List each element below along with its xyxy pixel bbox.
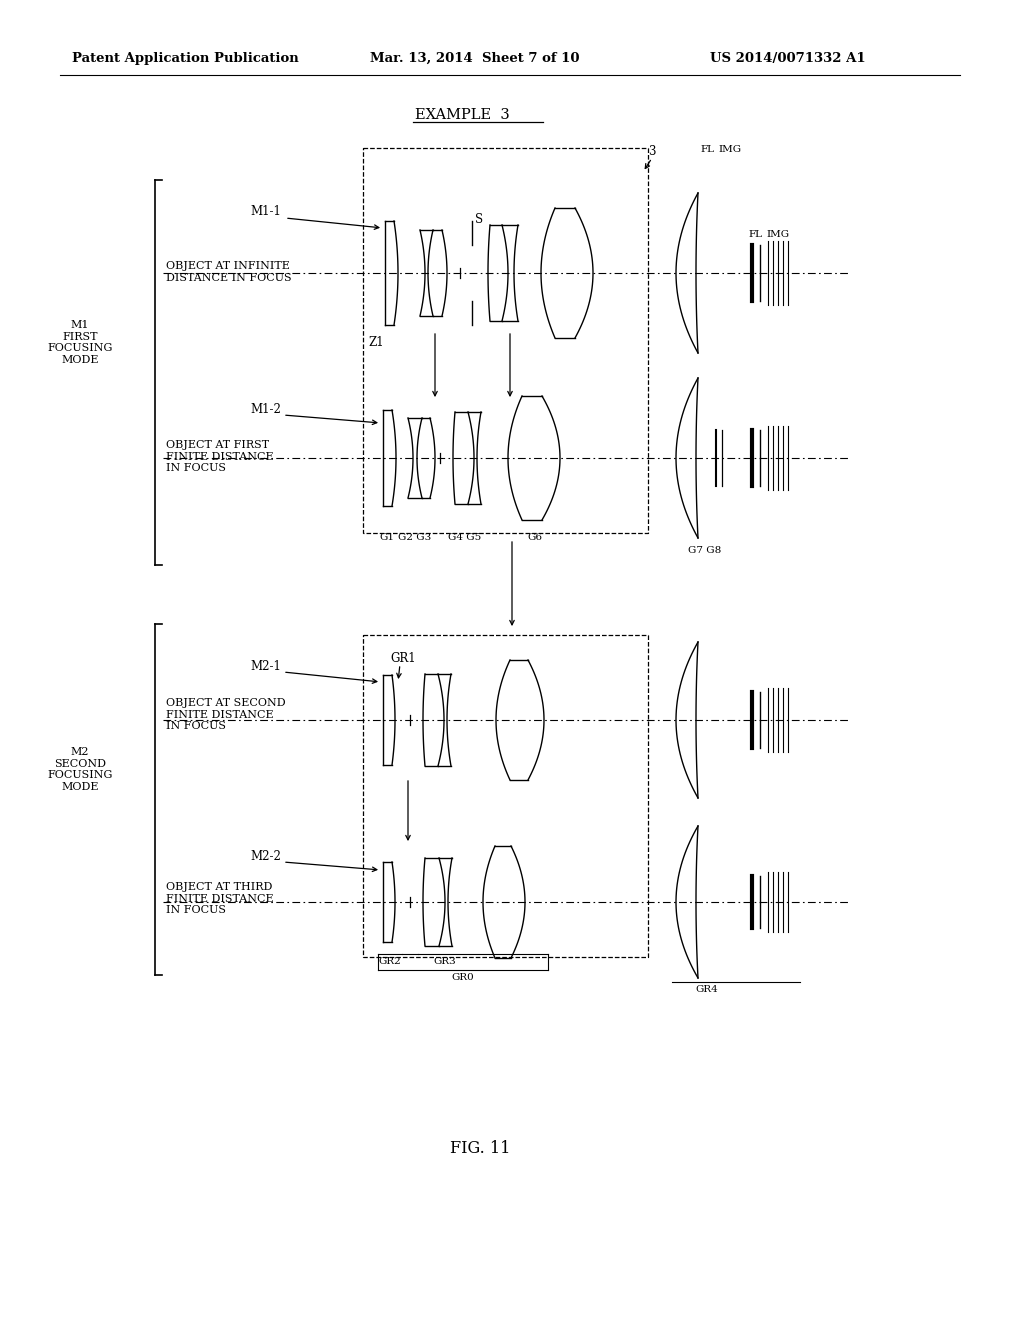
Text: GR4: GR4 (695, 985, 718, 994)
Text: M1-2: M1-2 (250, 403, 281, 416)
Text: GR0: GR0 (451, 973, 474, 982)
Text: M1
FIRST
FOCUSING
MODE: M1 FIRST FOCUSING MODE (47, 321, 113, 364)
Text: Patent Application Publication: Patent Application Publication (72, 51, 299, 65)
Text: IMG: IMG (718, 145, 741, 154)
Text: FL: FL (748, 230, 762, 239)
Text: GR2: GR2 (378, 957, 400, 966)
Text: US 2014/0071332 A1: US 2014/0071332 A1 (710, 51, 865, 65)
Text: M2-2: M2-2 (250, 850, 281, 863)
Text: OBJECT AT INFINITE
DISTANCE IN FOCUS: OBJECT AT INFINITE DISTANCE IN FOCUS (166, 261, 292, 282)
Text: FL: FL (700, 145, 714, 154)
Text: Mar. 13, 2014  Sheet 7 of 10: Mar. 13, 2014 Sheet 7 of 10 (370, 51, 580, 65)
Text: M2-1: M2-1 (250, 660, 281, 673)
Text: 3: 3 (648, 145, 655, 158)
Text: EXAMPLE  3: EXAMPLE 3 (415, 108, 510, 121)
Text: FIG. 11: FIG. 11 (450, 1140, 510, 1158)
Text: G7 G8: G7 G8 (688, 546, 721, 554)
Text: G1: G1 (379, 533, 394, 543)
Text: G4 G5: G4 G5 (449, 533, 481, 543)
Text: IMG: IMG (766, 230, 790, 239)
Text: M2
SECOND
FOCUSING
MODE: M2 SECOND FOCUSING MODE (47, 747, 113, 792)
Bar (362, 148, 648, 533)
Text: GR3: GR3 (433, 957, 456, 966)
Text: Z1: Z1 (368, 337, 384, 348)
Text: GR1: GR1 (390, 652, 416, 665)
Bar (362, 635, 648, 957)
Text: S: S (475, 213, 483, 226)
Text: OBJECT AT SECOND
FINITE DISTANCE
IN FOCUS: OBJECT AT SECOND FINITE DISTANCE IN FOCU… (166, 698, 286, 731)
Text: G6: G6 (527, 533, 542, 543)
Text: M1-1: M1-1 (250, 205, 281, 218)
Text: OBJECT AT THIRD
FINITE DISTANCE
IN FOCUS: OBJECT AT THIRD FINITE DISTANCE IN FOCUS (166, 882, 273, 915)
Text: OBJECT AT FIRST
FINITE DISTANCE
IN FOCUS: OBJECT AT FIRST FINITE DISTANCE IN FOCUS (166, 440, 273, 473)
Text: G2 G3: G2 G3 (398, 533, 431, 543)
